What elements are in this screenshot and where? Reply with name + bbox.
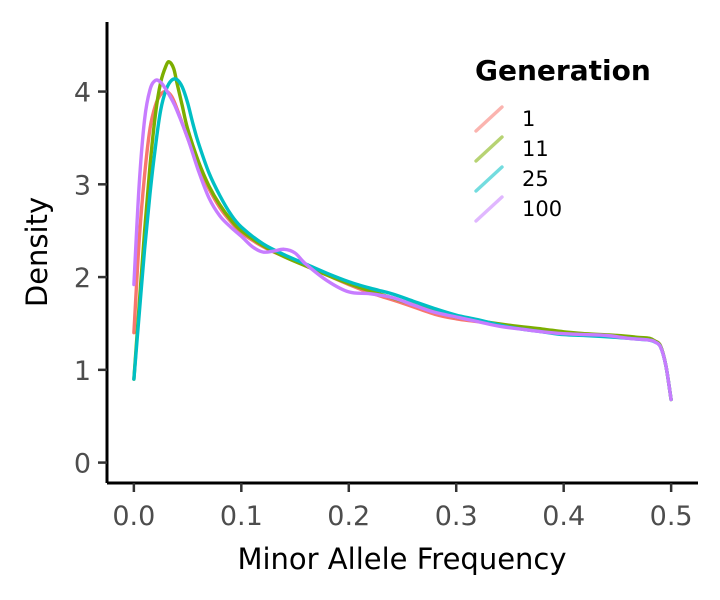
y-tick-label: 4 xyxy=(74,78,91,109)
y-tick-label: 1 xyxy=(74,356,91,387)
legend-entry-1: 1 xyxy=(474,105,535,133)
y-tick-label: 3 xyxy=(74,170,91,201)
x-tick-label: 0.5 xyxy=(650,501,693,532)
x-tick-label: 0.0 xyxy=(112,501,155,532)
x-tick-label: 0.4 xyxy=(542,501,585,532)
x-tick-label: 0.1 xyxy=(220,501,263,532)
legend-entry-100: 100 xyxy=(474,195,562,223)
legend-key xyxy=(474,165,504,193)
y-axis-title: Density xyxy=(20,197,54,307)
x-tick-label: 0.2 xyxy=(327,501,370,532)
legend-title: Generation xyxy=(475,54,651,87)
series-line-1 xyxy=(132,89,673,402)
legend-label: 25 xyxy=(522,167,549,191)
legend-entry-11: 11 xyxy=(474,135,549,163)
legend-label: 11 xyxy=(522,137,549,161)
legend-key xyxy=(474,105,504,133)
legend-key xyxy=(474,135,504,163)
y-tick-label: 2 xyxy=(74,263,91,294)
legend-label: 100 xyxy=(522,197,562,221)
x-tick-label: 0.3 xyxy=(435,501,478,532)
x-axis-title: Minor Allele Frequency xyxy=(237,542,566,576)
x-ticks: 0.0 0.1 0.2 0.3 0.4 0.5 xyxy=(112,483,693,532)
series-line-100 xyxy=(132,78,673,402)
series-line-11 xyxy=(132,60,673,402)
series-layer xyxy=(132,60,673,402)
legend-label: 1 xyxy=(522,107,535,131)
y-tick-label: 0 xyxy=(74,449,91,480)
series-line-25 xyxy=(132,77,673,402)
legend-key xyxy=(474,195,504,223)
legend-entry-25: 25 xyxy=(474,165,549,193)
y-ticks: 0 1 2 3 4 xyxy=(74,78,107,480)
